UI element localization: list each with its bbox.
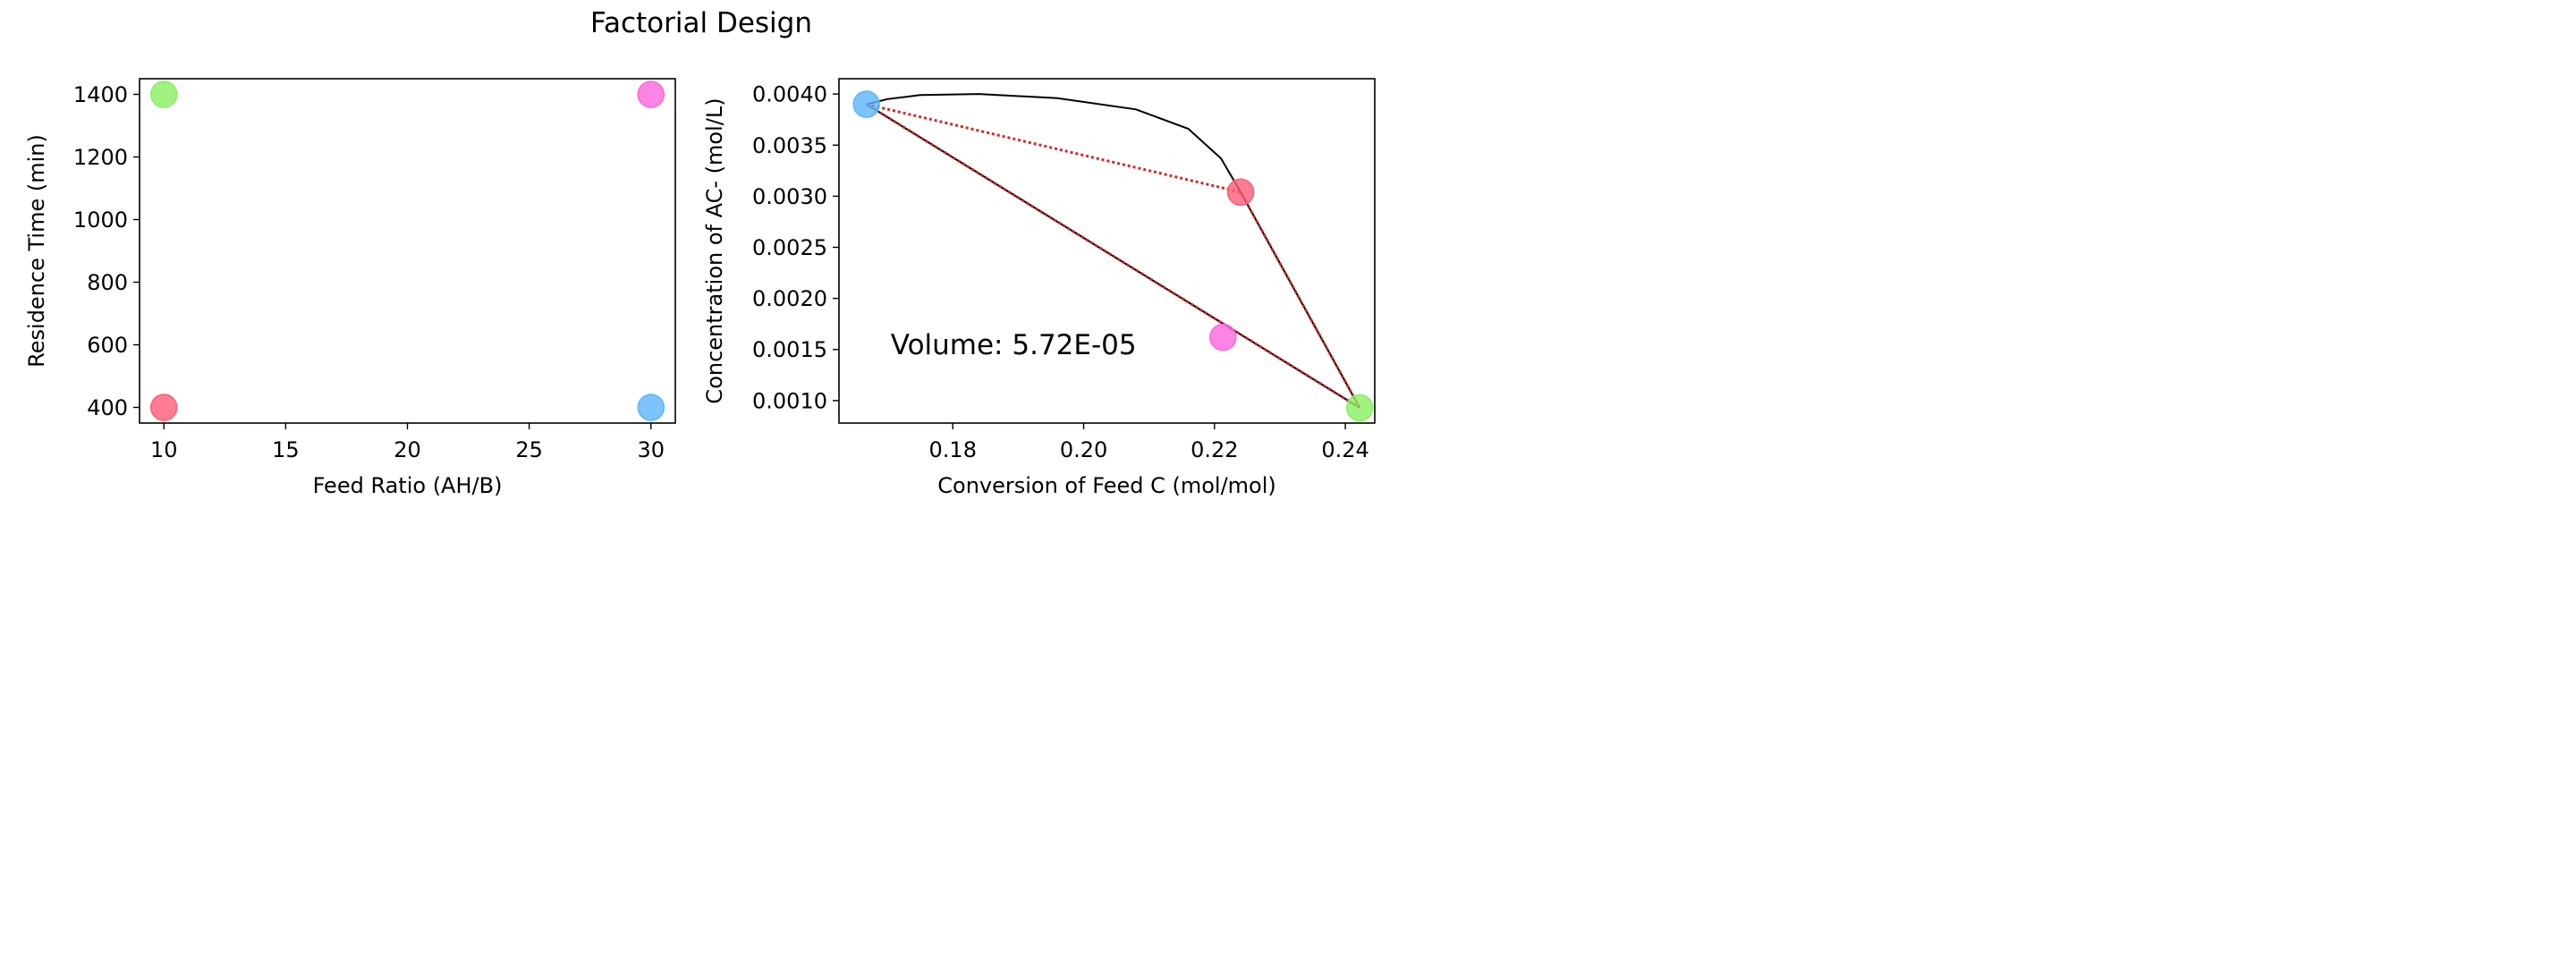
chart1-ticks: 10 15 20 25 30 400 600 800 1000 1200 1400 — [73, 82, 665, 462]
chart2-ticks: 0.18 0.20 0.22 0.24 0.0010 0.0015 0.0020 0.0025… — [752, 82, 1369, 462]
chart1-ytick-label: 1200 — [73, 145, 128, 170]
chart1-ytick-label: 400 — [87, 395, 128, 420]
chart1-xtick-label: 20 — [394, 437, 421, 462]
chart2-xtick-label: 0.18 — [929, 437, 977, 462]
chart2-xtick-label: 0.20 — [1060, 437, 1107, 462]
chart1-data-point — [149, 80, 178, 108]
chart1-xtick-label: 15 — [272, 437, 300, 462]
chart2-ytick-label: 0.0015 — [752, 337, 827, 362]
chart1-xlabel: Feed Ratio (AH/B) — [313, 473, 503, 498]
chart1-ytick-label: 600 — [87, 333, 128, 358]
chart1-data-point — [149, 394, 178, 421]
chart2-curve-line — [866, 93, 1241, 193]
chart2-data-point — [1345, 394, 1374, 422]
chart1-ytick-label: 1400 — [73, 82, 128, 107]
chart-feed-ratio-vs-residence-time: 10 15 20 25 30 400 600 800 1000 1200 1400 Feed Rat… — [24, 78, 676, 498]
figure-title: Factorial Design — [590, 7, 812, 39]
chart2-ytick-label: 0.0020 — [752, 286, 827, 311]
chart1-points — [149, 80, 665, 421]
chart1-xtick-label: 30 — [637, 437, 665, 462]
chart2-xlabel: Conversion of Feed C (mol/mol) — [937, 473, 1276, 498]
chart2-ytick-label: 0.0025 — [752, 235, 827, 260]
chart1-ytick-label: 800 — [87, 270, 128, 295]
chart1-xtick-label: 10 — [150, 437, 178, 462]
chart2-dotted-line — [866, 103, 1241, 194]
chart2-points — [852, 90, 1374, 422]
chart2-ytick-label: 0.0040 — [752, 82, 827, 107]
chart2-data-point — [852, 90, 880, 118]
chart1-ylabel: Residence Time (min) — [24, 134, 49, 368]
chart1-axes-frame — [139, 78, 676, 424]
chart2-ytick-label: 0.0035 — [752, 133, 827, 158]
chart-conversion-vs-concentration: 0.18 0.20 0.22 0.24 0.0010 0.0015 0.0020 0.0025… — [702, 78, 1376, 498]
chart1-xtick-label: 25 — [515, 437, 543, 462]
chart2-hull-lines — [865, 93, 1361, 410]
chart2-xtick-label: 0.22 — [1191, 437, 1238, 462]
figure: Factorial Design 10 15 20 25 30 400 600 800 1000… — [24, 7, 1376, 498]
chart1-data-point — [637, 394, 665, 421]
chart2-data-point — [1226, 178, 1255, 207]
chart1-ytick-label: 1000 — [73, 208, 128, 233]
chart2-hull-line — [866, 103, 1360, 409]
chart2-ylabel: Concentration of AC- (mol/L) — [702, 97, 727, 403]
chart2-dotted-line — [1239, 191, 1361, 409]
chart2-ytick-label: 0.0010 — [752, 388, 827, 413]
chart1-data-point — [637, 80, 665, 108]
chart2-axes-frame — [838, 78, 1376, 424]
chart2-annotation: Volume: 5.72E-05 — [891, 329, 1137, 361]
chart2-xtick-label: 0.24 — [1321, 437, 1368, 462]
chart2-ytick-label: 0.0030 — [752, 184, 827, 209]
chart2-data-point — [1209, 323, 1237, 352]
